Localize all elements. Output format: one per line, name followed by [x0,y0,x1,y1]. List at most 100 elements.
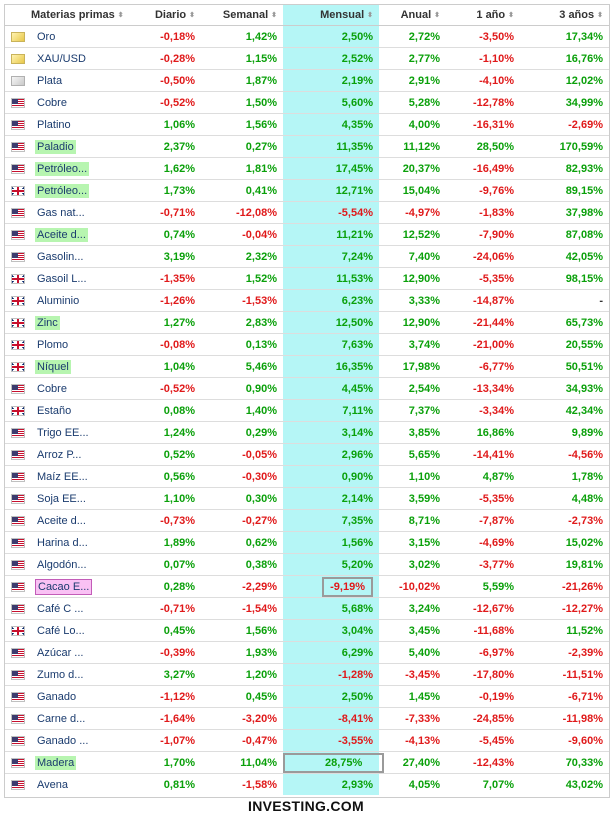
3-years-change-cell: -11,51% [520,663,609,686]
column-header-name[interactable]: Materias primas ⬍ [5,5,145,26]
commodity-link[interactable]: Gasoil L... [37,272,87,285]
commodity-link[interactable]: Cacao E... [35,578,93,595]
sort-icon[interactable]: ⬍ [367,12,373,20]
1-year-change-cell: -5,35% [446,267,520,290]
us-flag-icon [11,779,25,790]
commodity-link[interactable]: Aceite d... [37,514,86,527]
commodity-link[interactable]: Maíz EE... [37,470,88,483]
us-flag-icon [11,97,25,108]
monthly-change-cell: 12,50% [283,311,379,334]
1-year-change-value: -21,44% [473,316,514,329]
3-years-change-value: 12,02% [565,74,603,87]
commodity-link[interactable]: Estaño [37,404,72,417]
weekly-change-value: 11,04% [240,756,277,769]
table-row: Café C ... -0,71% -1,54% 5,68% 3,24% -12,67% -… [5,597,609,620]
commodity-link[interactable]: XAU/USD [37,52,86,65]
weekly-change-cell: -0,27% [201,509,283,532]
commodity-link[interactable]: Café Lo... [37,624,85,637]
commodity-link[interactable]: Cobre [37,96,67,109]
us-flag-icon [11,581,25,592]
commodity-link[interactable]: Gasolin... [37,250,84,263]
commodity-link[interactable]: Madera [35,755,77,770]
column-header-monthly[interactable]: Mensual ⬍ [283,5,379,26]
commodity-link[interactable]: Zinc [35,315,60,330]
commodity-link[interactable]: Oro [37,30,56,43]
commodity-link[interactable]: Paladio [35,139,76,154]
commodity-link[interactable]: Soja EE... [37,492,86,505]
weekly-change-value: 1,56% [245,624,277,637]
3-years-change-value: 42,34% [565,404,603,417]
weekly-change-value: 1,87% [245,74,277,87]
weekly-change-value: 1,15% [245,52,277,65]
column-header-daily[interactable]: Diario ⬍ [145,5,201,26]
3-years-change-cell: 4,48% [520,487,609,510]
commodity-name-cell: Ganado [5,685,145,708]
monthly-change-value: 7,35% [341,514,373,527]
commodity-link[interactable]: Avena [37,778,68,791]
commodity-link[interactable]: Harina d... [37,536,88,549]
commodity-link[interactable]: Arroz P... [37,448,82,461]
monthly-change-value: 7,11% [342,404,373,417]
sort-icon[interactable]: ⬍ [508,12,514,20]
monthly-change-value: 0,90% [341,470,373,483]
weekly-change-value: 0,30% [245,492,277,505]
daily-change-value: 0,08% [163,404,195,417]
commodity-link[interactable]: Ganado [37,690,77,703]
yearly-change-cell: 5,40% [379,641,446,664]
sort-icon[interactable]: ⬍ [434,12,440,20]
commodity-link[interactable]: Aceite d... [35,227,88,242]
commodity-link[interactable]: Ganado ... [37,734,89,747]
commodity-link[interactable]: Plata [37,74,63,87]
1-year-change-value: -1,83% [479,206,514,219]
commodity-link[interactable]: Trigo EE... [37,426,89,439]
sort-icon[interactable]: ⬍ [271,12,277,20]
daily-change-cell: -0,39% [145,641,201,664]
3-years-change-value: -9,60% [568,734,603,747]
1-year-change-value: -12,78% [473,96,514,109]
column-header-3-years[interactable]: 3 años ⬍ [520,5,609,26]
sort-icon[interactable]: ⬍ [597,12,603,20]
1-year-change-cell: -3,34% [446,399,520,422]
column-header-weekly[interactable]: Semanal ⬍ [201,5,283,26]
table-row: Gasolin... 3,19% 2,32% 7,24% 7,40% -24,06% 42,… [5,245,609,268]
commodity-link[interactable]: Níquel [35,359,71,374]
table-row: Paladio 2,37% 0,27% 11,35% 11,12% 28,50% 170,5… [5,135,609,158]
commodity-link[interactable]: Petróleo... [35,161,90,176]
sort-icon[interactable]: ⬍ [189,12,195,20]
table-row: Madera 1,70% 11,04% 28,75% 27,40% -12,43% 70,3… [5,751,609,774]
table-row: Plata -0,50% 1,87% 2,19% 2,91% -4,10% 12,02% [5,69,609,92]
3-years-change-cell: -4,56% [520,443,609,466]
daily-change-value: -1,26% [160,294,195,307]
monthly-change-cell: 28,75% [283,751,385,774]
commodity-link[interactable]: Café C ... [37,602,84,615]
yearly-change-cell: 3,59% [379,487,446,510]
commodity-link[interactable]: Cobre [37,382,67,395]
3-years-change-value: -2,73% [568,514,603,527]
column-header-1-year[interactable]: 1 año ⬍ [446,5,520,26]
monthly-change-cell: 4,45% [283,377,379,400]
weekly-change-value: -1,53% [242,294,277,307]
weekly-change-value: 0,27% [245,140,277,153]
daily-change-value: -1,35% [160,272,195,285]
3-years-change-cell: 34,99% [520,91,609,114]
column-header-yearly[interactable]: Anual ⬍ [379,5,446,26]
commodity-link[interactable]: Aluminio [37,294,80,307]
1-year-change-cell: -0,19% [446,685,520,708]
yearly-change-value: 11,12% [403,140,440,153]
weekly-change-value: -3,20% [242,712,277,725]
3-years-change-cell: -11,98% [520,707,609,730]
commodity-link[interactable]: Algodón... [37,558,87,571]
3-years-change-value: 82,93% [565,162,603,175]
1-year-change-value: 7,07% [482,778,514,791]
commodity-link[interactable]: Plomo [37,338,69,351]
commodity-link[interactable]: Carne d... [37,712,86,725]
1-year-change-cell: -1,83% [446,201,520,224]
sort-icon[interactable]: ⬍ [117,12,124,20]
commodity-link[interactable]: Gas nat... [37,206,85,219]
commodity-link[interactable]: Zumo d... [37,668,84,681]
commodity-link[interactable]: Platino [37,118,71,131]
monthly-change-value: 5,68% [341,602,373,615]
commodity-link[interactable]: Petróleo... [35,183,90,198]
commodity-link[interactable]: Azúcar ... [37,646,84,659]
daily-change-value: 0,52% [163,448,195,461]
